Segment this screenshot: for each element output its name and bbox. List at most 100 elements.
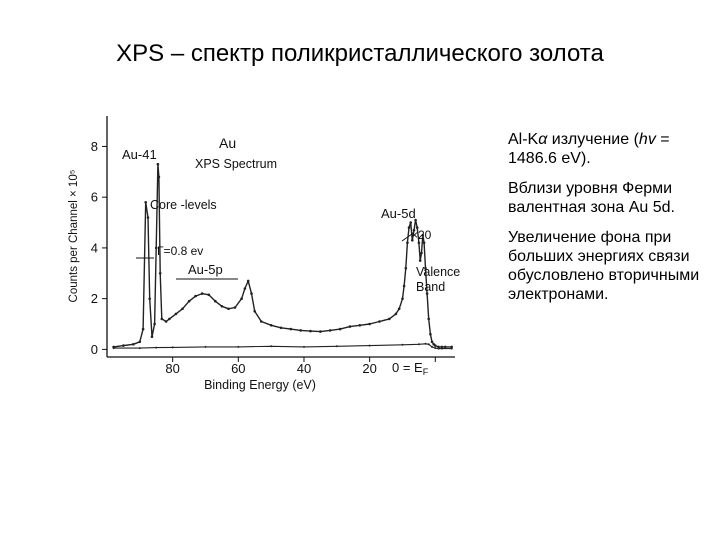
series-0-point-19 (187, 299, 191, 303)
ef-tick-label: 0 = EF (392, 360, 429, 377)
series-0-point-51 (406, 241, 409, 245)
series-0-point-61 (421, 233, 425, 237)
series-0-point-69 (434, 344, 437, 347)
series-0-point-21 (200, 292, 204, 295)
series-1-point-12 (424, 342, 427, 345)
series-0-point-27 (240, 297, 243, 300)
x-tick-label-2: 40 (297, 361, 311, 376)
annotation-core-levels: Core -levels (150, 198, 217, 212)
series-0-point-7 (148, 297, 151, 300)
annotation-band: Band (416, 280, 445, 294)
series-0-point-31 (253, 310, 256, 313)
series-1-point-17 (440, 347, 443, 350)
series-1-point-11 (417, 343, 420, 346)
series-0-point-64 (425, 292, 429, 295)
series-0-point-38 (319, 330, 322, 333)
series-0-point-5 (144, 201, 147, 204)
series-0-point-66 (429, 332, 432, 336)
series-0-point-24 (220, 305, 224, 308)
series-0-point-10 (154, 246, 158, 250)
series-0-point-45 (388, 317, 391, 321)
series-0-point-71 (440, 345, 444, 349)
series-0-point-3 (138, 340, 142, 344)
series-0-point-56 (414, 218, 417, 222)
series-0-point-58 (417, 241, 421, 245)
series-0-point-37 (309, 329, 312, 333)
series-0-point-43 (368, 322, 371, 326)
series-0-point-2 (132, 343, 135, 346)
x-tick-label-3: 20 (362, 361, 376, 376)
slide-title: XPS – спектр поликристаллического золота (116, 40, 604, 67)
series-0-point-13 (158, 272, 162, 275)
series-0-point-48 (401, 297, 404, 300)
series-1-point-18 (450, 347, 453, 350)
series-1-point-14 (431, 345, 433, 348)
series-0-point-20 (194, 294, 197, 298)
series-0-point-63 (424, 266, 427, 270)
chart-subtitle: XPS Spectrum (195, 157, 277, 171)
series-line-0 (113, 163, 452, 348)
side-text: Al-Kα излучение (hv = 1486.6 eV). Вблизи… (508, 130, 708, 315)
annotation-au41: Au-41 (122, 147, 157, 162)
series-0-point-4 (141, 327, 145, 331)
series-1-point-15 (434, 347, 437, 350)
series-line-1 (113, 343, 452, 350)
series-0-point-41 (348, 325, 352, 328)
y-tick-label-1: 2 (91, 291, 98, 306)
x-axis-label: Binding Energy (eV) (204, 378, 316, 392)
series-0-point-72 (443, 345, 447, 349)
series-0-point-73 (450, 345, 454, 349)
chart-title: Au (219, 135, 236, 151)
annotation-au5p: Au-5p (188, 262, 223, 277)
annotation-gamma: Γ=0.8 ev (157, 244, 203, 258)
series-0-point-8 (150, 335, 154, 338)
series-0-point-25 (227, 307, 230, 311)
series-0-point-36 (299, 329, 302, 332)
series-0-point-23 (214, 299, 217, 303)
x-tick-label-1: 60 (231, 361, 245, 376)
series-0-point-49 (402, 284, 406, 288)
series-1-point-8 (335, 345, 338, 348)
series-1-point-5 (237, 345, 240, 348)
series-0-point-46 (394, 312, 398, 316)
background-note: Увеличение фона при больших энергиях свя… (508, 229, 700, 303)
series-0-point-50 (404, 266, 408, 270)
series-1-point-10 (401, 343, 404, 346)
series-0-point-52 (407, 226, 411, 229)
series-0-point-59 (418, 259, 422, 262)
series-0-point-39 (328, 329, 332, 332)
series-0-point-9 (153, 322, 156, 326)
series-0-point-29 (246, 279, 250, 283)
x20-pointer (401, 233, 413, 242)
series-0-point-18 (181, 307, 184, 311)
series-0-point-30 (250, 292, 253, 295)
series-0-point-60 (420, 251, 423, 255)
x-ticks: 80 60 40 20 (165, 357, 436, 376)
series-0-point-57 (415, 226, 419, 229)
series-0-point-17 (174, 312, 178, 316)
series-0-point-1 (122, 344, 125, 347)
series-0-point-62 (422, 241, 426, 245)
fermi-note: Вблизи уровня Ферми валентная зона Au 5d… (508, 180, 675, 216)
series-0-point-55 (412, 228, 416, 232)
series-0-point-28 (243, 287, 247, 290)
annotation-au5d: Au-5d (381, 206, 416, 221)
y-tick-label-3: 6 (91, 190, 98, 205)
series-0-point-44 (378, 320, 381, 323)
series-0-point-35 (289, 327, 293, 331)
series-0-point-6 (146, 216, 150, 219)
x-tick-label-0: 80 (165, 361, 179, 376)
series-0-point-40 (338, 327, 342, 331)
y-axis-label: Counts per Channel × 10⁵ (68, 169, 80, 302)
series-0-point-34 (279, 326, 283, 330)
series-0-point-16 (168, 317, 171, 321)
series-0-point-47 (397, 307, 401, 311)
series-1-point-6 (270, 345, 273, 348)
series-0-point-65 (427, 317, 431, 321)
series-1-point-2 (155, 346, 158, 349)
series-1-point-1 (138, 347, 141, 350)
series-0-point-33 (269, 324, 273, 327)
y-tick-label-2: 4 (91, 240, 98, 255)
series-0-point-70 (437, 345, 440, 349)
